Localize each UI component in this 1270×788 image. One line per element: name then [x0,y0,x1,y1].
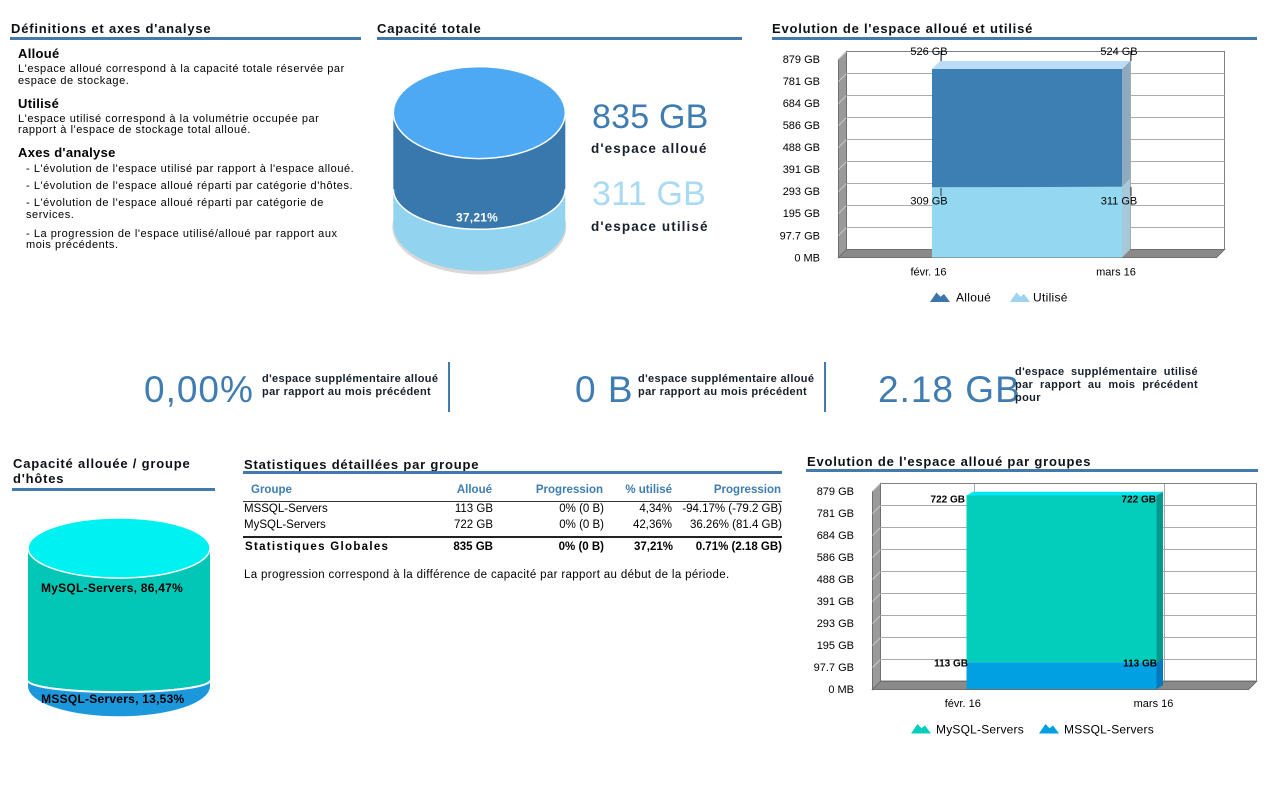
svg-text:MySQL-Servers: MySQL-Servers [936,723,1024,737]
svg-text:311 GB: 311 GB [1101,195,1138,207]
svg-text:293 GB: 293 GB [783,186,820,198]
svg-text:586 GB: 586 GB [817,552,854,564]
svg-text:879 GB: 879 GB [783,54,820,66]
svg-text:488 GB: 488 GB [783,142,820,154]
svg-text:524 GB: 524 GB [1100,46,1137,58]
svg-text:févr. 16: févr. 16 [945,698,981,710]
svg-text:févr. 16: févr. 16 [910,267,946,279]
svg-text:MySQL-Servers, 86,47%: MySQL-Servers, 86,47% [41,581,183,595]
svg-text:722 GB: 722 GB [1122,495,1156,506]
svg-text:195 GB: 195 GB [783,208,820,220]
svg-text:MSSQL-Servers, 13,53%: MSSQL-Servers, 13,53% [41,692,184,706]
svg-text:0 MB: 0 MB [794,252,820,264]
svg-text:97.7 GB: 97.7 GB [780,230,820,242]
svg-text:MSSQL-Servers: MSSQL-Servers [1064,723,1154,737]
svg-text:391 GB: 391 GB [817,596,854,608]
svg-text:526 GB: 526 GB [910,46,947,58]
svg-text:586 GB: 586 GB [783,120,820,132]
svg-text:684 GB: 684 GB [783,98,820,110]
svg-text:97.7 GB: 97.7 GB [814,662,854,674]
svg-text:113 GB: 113 GB [1123,658,1157,669]
svg-text:488 GB: 488 GB [817,574,854,586]
svg-text:Utilisé: Utilisé [1033,291,1068,305]
svg-text:722 GB: 722 GB [931,495,965,506]
svg-text:37,21%: 37,21% [456,211,498,225]
svg-text:309 GB: 309 GB [910,195,947,207]
svg-text:0 MB: 0 MB [828,684,854,696]
svg-text:Alloué: Alloué [956,291,991,305]
svg-text:113 GB: 113 GB [934,658,968,669]
svg-text:195 GB: 195 GB [817,640,854,652]
svg-text:781 GB: 781 GB [783,76,820,88]
svg-text:684 GB: 684 GB [817,530,854,542]
svg-text:mars 16: mars 16 [1134,698,1174,710]
svg-text:mars 16: mars 16 [1096,267,1136,279]
svg-text:391 GB: 391 GB [783,164,820,176]
svg-text:781 GB: 781 GB [817,508,854,520]
svg-text:293 GB: 293 GB [817,618,854,630]
svg-text:879 GB: 879 GB [817,486,854,498]
